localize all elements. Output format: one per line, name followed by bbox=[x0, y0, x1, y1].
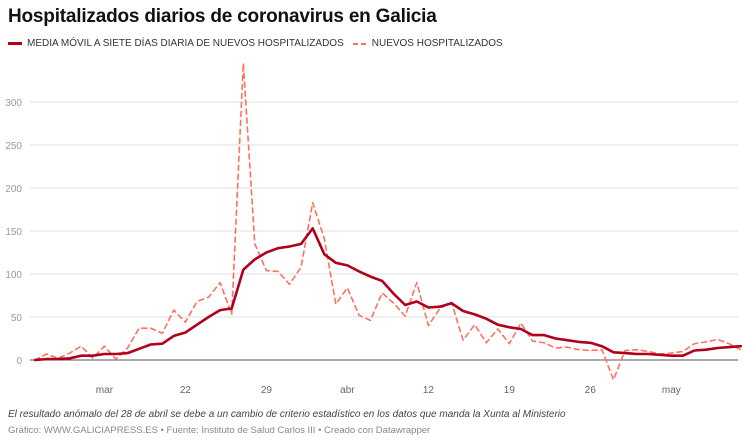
legend: MEDIA MÓVIL A SIETE DÍAS DIARIA DE NUEVO… bbox=[8, 38, 512, 49]
legend-swatch-solid bbox=[8, 42, 22, 45]
series-line-daily-hospitalized bbox=[34, 62, 742, 381]
y-tick-label: 250 bbox=[5, 141, 22, 152]
legend-label: MEDIA MÓVIL A SIETE DÍAS DIARIA DE NUEVO… bbox=[27, 38, 344, 49]
x-tick-label: abr bbox=[340, 385, 355, 396]
x-tick-label: 26 bbox=[585, 385, 597, 396]
chart-note: El resultado anómalo del 28 de abril se … bbox=[8, 409, 566, 420]
chart-credit: Gráfico: WWW.GALICIAPRESS.ES • Fuente: I… bbox=[8, 425, 431, 436]
chart-title: Hospitalizados diarios de coronavirus en… bbox=[8, 6, 437, 27]
y-tick-label: 100 bbox=[5, 270, 22, 281]
line-chart: 0 50 100 150 200 250 300 mar 22 29 abr 12 19 26 may bbox=[5, 62, 743, 396]
series-line-moving-average bbox=[33, 227, 743, 362]
legend-label: NUEVOS HOSPITALIZADOS bbox=[371, 38, 503, 49]
y-tick-label: 200 bbox=[5, 184, 22, 195]
y-tick-label: 50 bbox=[11, 313, 23, 324]
x-tick-label: may bbox=[662, 385, 681, 396]
x-tick-label: 12 bbox=[423, 385, 435, 396]
legend-item-daily: NUEVOS HOSPITALIZADOS bbox=[352, 38, 503, 49]
y-tick-label: 0 bbox=[16, 356, 22, 367]
x-tick-label: 22 bbox=[180, 385, 192, 396]
x-tick-label: 29 bbox=[261, 385, 273, 396]
legend-item-moving-average: MEDIA MÓVIL A SIETE DÍAS DIARIA DE NUEVO… bbox=[8, 38, 344, 49]
y-tick-label: 150 bbox=[5, 227, 22, 238]
legend-swatch-dashed bbox=[352, 42, 367, 45]
x-tick-label: mar bbox=[96, 385, 114, 396]
x-tick-label: 19 bbox=[504, 385, 516, 396]
y-tick-label: 300 bbox=[5, 98, 22, 109]
